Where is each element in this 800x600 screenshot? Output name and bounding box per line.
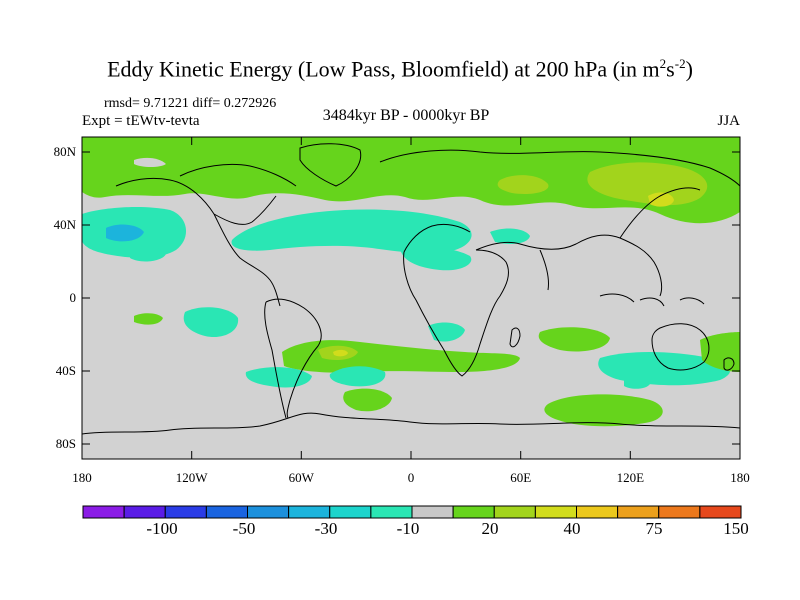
plot-title: Eddy Kinetic Energy (Low Pass, Bloomfiel… [107,56,693,82]
tasman-negative-small [624,377,650,389]
lat-label-80n: 80N [53,144,76,159]
experiment-label: Expt = tEWtv-tevta [82,113,200,129]
colorbar-swatch [205,505,249,519]
east-pacific-negative [130,246,166,262]
australia-negative [598,352,731,386]
far-east-high-core [648,192,674,207]
lat-label-80s: 80S [55,436,76,451]
maritime-continent [599,293,705,307]
madagascar-coast [509,327,521,348]
colorbar-swatch [82,505,125,519]
africa-south-negative [428,322,465,342]
south-ocean-positive [343,388,392,412]
south-america-coast [264,298,322,419]
season-label: JJA [717,113,740,129]
colorbar-swatch [411,505,454,519]
south-pacific-positive-small [134,313,163,325]
colorbar-label-minus-30: -30 [314,519,338,538]
colorbar-label-minus-100: -100 [146,519,178,538]
colorbar-label-20: 20 [481,519,499,538]
colorbar-swatch [493,505,536,519]
north-america-coast [115,163,297,307]
colorbar [82,505,742,519]
new-zealand-coast [723,357,735,371]
lon-label-120w: 120W [175,470,208,485]
axis-ticks [81,137,741,459]
central-asia-negative [490,228,530,244]
south-atlantic-negative [329,366,386,387]
southwest-pacific-positive [700,332,740,372]
colorbar-swatch [699,505,742,519]
north-atlantic-negative [231,209,472,254]
colorbar-label-40: 40 [563,519,581,538]
lon-label-60w: 60W [288,470,314,485]
arctic-grey-gap [134,157,166,167]
colorbar-swatch [370,505,413,519]
colorbar-swatch [534,505,578,519]
north-pacific-negative-core [106,224,144,242]
colorbar-swatch [658,505,701,519]
antarctica-coast [82,412,740,435]
south-atlantic-high-core [333,349,348,357]
colorbar-swatch [164,505,207,519]
colorbar-swatch [288,505,331,519]
colorbar-swatch [329,505,372,519]
south-america-negative [245,367,312,388]
rmsd-diff-stats: rmsd= 9.71221 diff= 0.272926 [104,96,277,111]
colorbar-swatch [452,505,495,519]
south-pacific-negative [183,307,239,338]
indian-ocean-positive [538,327,610,352]
colorbar-label-150: 150 [723,519,749,538]
time-period-label: 3484kyr BP - 0000kyr BP [322,107,490,124]
lon-label-180w: 180 [72,470,92,485]
antarctic-positive [544,394,663,427]
arctic-coast [379,149,740,187]
lat-label-0: 0 [69,290,77,305]
europe-africa-coast [403,223,509,377]
siberia-positive-core [587,162,708,206]
asia-coast [475,187,701,297]
colorbar-swatch [123,505,166,519]
lat-label-40s: 40S [55,363,76,378]
colorbar-label-minus-50: -50 [232,519,256,538]
lon-label-180e: 180 [730,470,750,485]
lon-label-0: 0 [407,470,415,485]
coastlines [82,143,740,435]
lon-label-60e: 60E [510,470,532,485]
lon-label-120e: 120E [616,470,645,485]
colorbar-swatch [617,505,660,519]
lat-label-40n: 40N [53,217,76,232]
greenland-coast [299,143,362,187]
arctic-positive-region [82,137,740,224]
colorbar-swatch [576,505,619,519]
australia-coast [651,323,710,371]
colorbar-label-minus-10: -10 [396,519,420,538]
greenland-positive-core [497,175,549,194]
colorbar-label-75: 75 [645,519,663,538]
colorbar-swatch [247,505,290,519]
north-africa-negative [400,246,472,271]
